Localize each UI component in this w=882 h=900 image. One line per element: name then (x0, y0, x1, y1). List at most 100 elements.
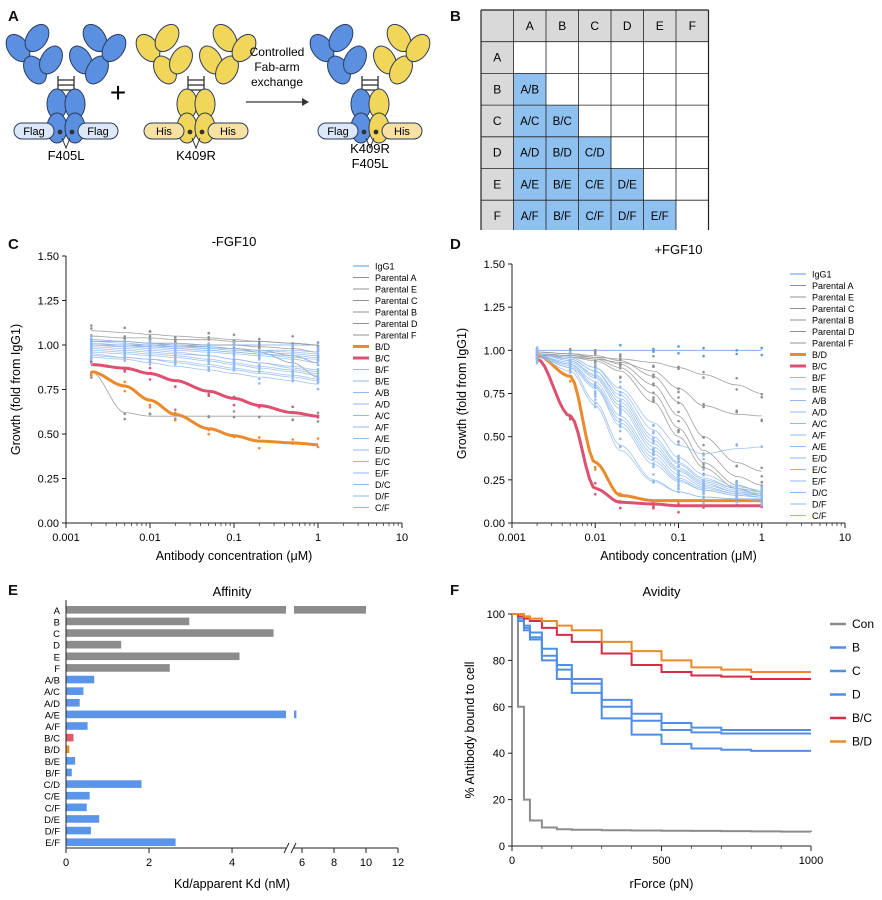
point-c-f (148, 359, 152, 363)
point-e-c (207, 351, 211, 355)
point-b-c (568, 416, 572, 420)
legend-label-parental-a: Parental A (375, 273, 417, 283)
point-parental-d (291, 359, 295, 362)
grid-pair-label: C/E (585, 179, 605, 191)
point-a-f (148, 341, 152, 344)
tag-right-text: Flag (87, 126, 108, 138)
point-d-c (677, 477, 680, 480)
point-b-e (257, 382, 261, 385)
point-b-c (316, 416, 320, 419)
point-a-b (535, 351, 539, 355)
point-c-f (568, 353, 572, 357)
point-e-f (677, 456, 680, 460)
point-e-d (677, 474, 680, 477)
point-e-c (760, 495, 764, 499)
point-a-c (619, 399, 622, 402)
grid-col-header: D (623, 19, 632, 33)
point-b-f (257, 368, 261, 371)
point-parental-e (619, 355, 622, 358)
point-a-f (535, 346, 539, 349)
legend-label-a-d: A/D (375, 400, 391, 410)
point-d-f (173, 351, 177, 354)
grid-pair-label: A/C (520, 116, 539, 128)
point-parental-d (702, 443, 705, 447)
point-b-e (207, 368, 211, 372)
legend-label-parental-d: Parental D (375, 319, 418, 329)
point-e-d (652, 453, 655, 456)
arrow-label-line: Controlled (250, 45, 305, 59)
point-b-e (232, 366, 236, 370)
point-igg1 (760, 346, 764, 350)
point-e-f (148, 340, 152, 343)
point-a-f (291, 359, 295, 362)
mutation-dot (361, 129, 367, 135)
category-label: C/F (45, 803, 61, 814)
point-parental-b (760, 484, 764, 487)
point-parental-a (677, 365, 680, 369)
point-parental-c (760, 466, 764, 470)
point-b-e (568, 368, 572, 372)
legend-label-b-d: B/D (852, 735, 872, 749)
point-parental-b (123, 338, 127, 342)
point-e-d (173, 344, 177, 348)
point-a-b (257, 358, 261, 361)
point-b-e (593, 402, 597, 405)
legend-label-parental-e: Parental E (375, 285, 417, 295)
point-b-f (291, 375, 295, 378)
point-a-e (316, 371, 320, 375)
point-parental-f (593, 363, 597, 367)
curve-con (512, 613, 812, 833)
point-parental-a (232, 341, 236, 344)
point-b-e (89, 357, 93, 360)
point-igg1 (677, 345, 680, 348)
point-d-c (735, 500, 738, 504)
point-parental-a (123, 342, 127, 346)
point-e-f (148, 347, 152, 351)
point-a-e (702, 457, 705, 461)
point-parental-b (677, 429, 680, 432)
antibody-k409r: His His (135, 23, 257, 150)
point-a-e (568, 359, 572, 362)
grid-pair-label: A/F (521, 211, 539, 223)
point-c-f (89, 354, 93, 358)
point-a-b (760, 495, 764, 499)
point-parental-d (207, 345, 211, 349)
point-a-d (173, 357, 177, 360)
y-tick-label: 0.75 (484, 389, 505, 401)
point-b-f (173, 362, 177, 365)
category-label: E/F (45, 838, 60, 849)
curve-b-f (537, 356, 762, 500)
curve-parental-d (537, 351, 762, 486)
point-parental-e (702, 402, 705, 406)
legend-label-parental-b: Parental B (812, 316, 854, 326)
point-parental-c (735, 464, 738, 468)
grid-pair-label: E/F (651, 211, 669, 223)
point-b-d (568, 379, 572, 383)
point-e-c (593, 393, 597, 396)
point-e-d (316, 376, 320, 380)
point-parental-b (291, 358, 295, 362)
legend-label-e-f: E/F (375, 469, 390, 479)
point-parental-b (568, 347, 572, 351)
point-e-f (173, 349, 177, 353)
point-a-e (593, 371, 597, 374)
point-b-d (535, 357, 539, 361)
point-a-e (123, 354, 127, 357)
category-label: A/F (45, 722, 60, 733)
point-a-f (735, 493, 738, 497)
point-b-c (148, 378, 152, 381)
point-parental-c (173, 408, 177, 412)
point-b-e (652, 480, 655, 483)
point-a-b (173, 348, 177, 352)
mutation-dot (187, 129, 193, 135)
category-label: C/D (44, 780, 61, 791)
point-e-f (568, 364, 572, 368)
point-a-b (89, 348, 93, 352)
curve-e-f (537, 353, 762, 493)
curve-b-d (512, 613, 811, 673)
curve-e-c (537, 355, 762, 498)
point-parental-c (316, 411, 320, 415)
point-a-d (257, 363, 261, 367)
point-a-c (652, 441, 655, 445)
point-b-d (207, 432, 211, 436)
